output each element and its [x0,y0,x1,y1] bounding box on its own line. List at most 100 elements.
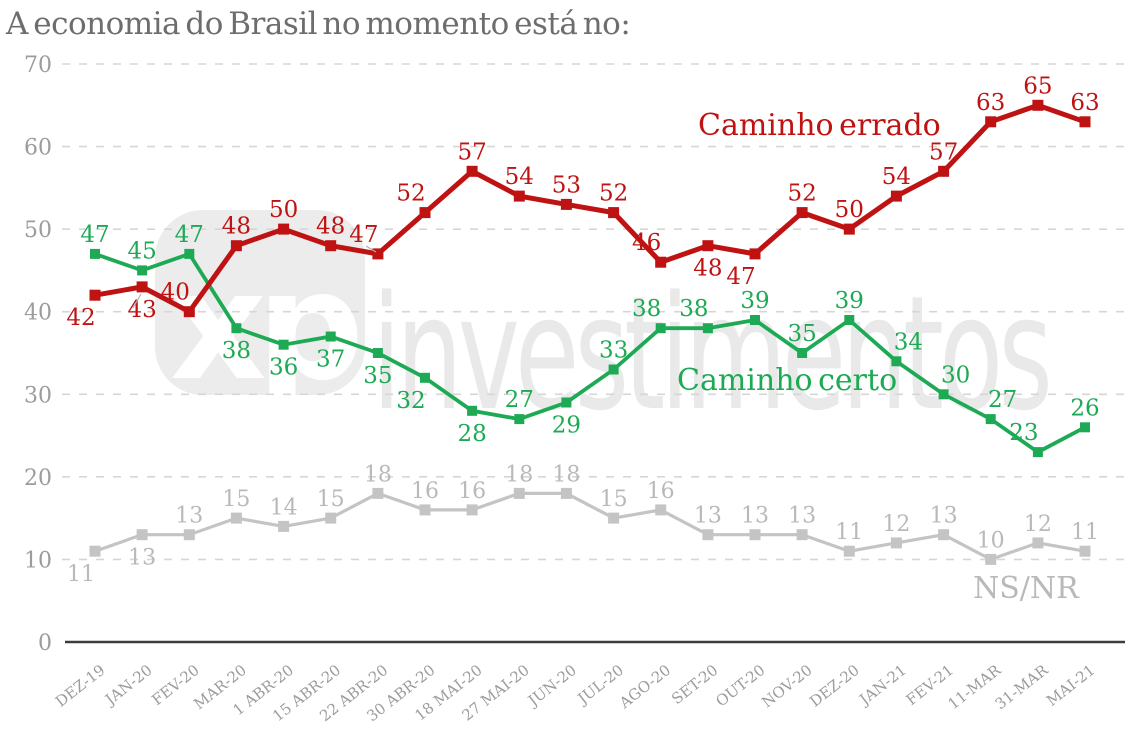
data-label-caminho-certo-0: 47 [80,222,109,248]
data-point-ns-nr-1 [136,529,148,541]
x-tick-label-jun-20: JUN-20 [523,661,580,711]
data-point-ns-nr-21 [1079,545,1091,557]
data-label-ns-nr-13: 13 [694,504,722,529]
data-point-ns-nr-7 [419,504,431,516]
data-point-caminho-certo-16 [844,315,855,325]
data-point-caminho-certo-20 [1032,447,1043,458]
data-label-caminho-certo-4: 36 [269,355,298,381]
data-point-caminho-certo-4 [278,339,289,350]
data-point-caminho-errado-16 [843,223,855,235]
data-label-caminho-certo-20: 23 [1009,420,1038,446]
data-label-caminho-certo-16: 39 [835,288,864,314]
data-point-caminho-errado-9 [513,190,525,202]
data-label-caminho-certo-9: 27 [505,387,534,413]
data-point-caminho-certo-8 [467,405,478,416]
data-point-caminho-errado-19 [985,116,997,128]
data-point-caminho-certo-17 [891,356,902,367]
data-label-caminho-certo-10: 29 [552,413,581,439]
data-point-caminho-errado-10 [560,198,572,210]
x-tick-label-mai-21: MAI-21 [1043,661,1098,710]
data-label-caminho-certo-2: 47 [175,222,204,248]
data-label-caminho-errado-16: 50 [835,197,864,223]
chart-title: A economia do Brasil no momento está no: [6,6,631,42]
label-leader-line-0 [132,293,142,309]
data-label-caminho-errado-6: 47 [349,222,378,248]
data-point-ns-nr-12 [655,504,667,516]
data-point-ns-nr-8 [466,504,478,516]
data-point-caminho-certo-10 [561,397,572,408]
data-point-ns-nr-0 [89,545,101,557]
data-point-caminho-errado-7 [419,207,431,219]
data-label-ns-nr-1: 13 [128,546,156,571]
data-point-caminho-certo-18 [938,389,949,400]
data-label-ns-nr-18: 13 [930,504,958,529]
data-point-caminho-certo-6 [372,348,383,358]
data-label-ns-nr-5: 15 [317,487,345,512]
series-line-ns-nr [94,491,1086,562]
data-point-caminho-certo-0 [90,248,100,259]
data-point-caminho-certo-12 [655,323,666,334]
watermark-xp-logo-box [155,210,365,395]
y-tick-label-0: 0 [38,631,52,656]
data-point-caminho-errado-11 [608,207,620,219]
data-label-ns-nr-16: 11 [835,520,863,545]
data-point-caminho-errado-1 [136,281,148,293]
data-point-ns-nr-2 [183,529,195,541]
data-label-ns-nr-9: 18 [505,462,533,487]
y-tick-label-20: 20 [24,466,52,491]
data-point-ns-nr-18 [938,529,950,541]
data-label-caminho-errado-5: 48 [316,214,345,240]
data-point-caminho-certo-2 [184,248,195,259]
x-tick-label-out-20: OUT-20 [712,661,768,710]
data-label-ns-nr-3: 15 [222,487,250,512]
data-point-caminho-errado-18 [938,165,950,177]
data-label-ns-nr-11: 15 [600,487,628,512]
x-tick-label-jan-21: JAN-21 [855,661,910,710]
data-point-caminho-certo-21 [1080,422,1090,433]
data-label-caminho-certo-17: 34 [894,329,923,355]
x-tick-label-nov-20: NOV-20 [758,661,815,711]
data-point-caminho-certo-13 [702,323,713,334]
data-label-caminho-errado-3: 48 [222,214,251,240]
data-label-ns-nr-10: 18 [552,462,580,487]
data-label-ns-nr-8: 16 [458,479,486,504]
data-point-caminho-errado-13 [702,240,714,252]
data-point-caminho-errado-12 [655,256,667,268]
y-tick-label-70: 70 [24,53,52,78]
series-name-label-caminho-errado: Caminho errado [698,108,941,143]
data-label-ns-nr-12: 16 [647,479,675,504]
data-label-caminho-errado-19: 63 [976,90,1005,116]
data-point-ns-nr-14 [749,529,761,541]
data-point-caminho-errado-5 [325,240,337,252]
data-point-caminho-errado-20 [1032,99,1044,111]
data-point-caminho-certo-1 [137,265,148,276]
data-label-caminho-errado-15: 52 [787,181,816,207]
x-tick-label-jan-20: JAN-20 [100,661,155,710]
data-label-caminho-certo-11: 33 [599,338,628,364]
data-point-caminho-certo-15 [797,348,808,358]
data-label-caminho-errado-8: 57 [457,139,486,165]
data-point-caminho-errado-15 [796,207,808,219]
data-point-ns-nr-5 [325,512,337,524]
data-point-caminho-errado-6 [372,248,384,260]
data-point-ns-nr-13 [702,529,714,541]
data-point-caminho-certo-5 [325,331,336,342]
data-label-caminho-errado-7: 52 [396,181,425,207]
series-line-caminho-certo [94,251,1086,455]
data-label-ns-nr-15: 13 [788,504,816,529]
data-label-caminho-errado-1: 43 [127,297,156,323]
data-point-ns-nr-11 [608,512,620,524]
data-point-caminho-errado-21 [1079,116,1091,128]
x-tick-label-31-mar: 31-MAR [992,661,1052,714]
x-tick-label-dez-19: DEZ-19 [52,661,108,711]
data-label-caminho-errado-21: 63 [1070,90,1099,116]
data-point-caminho-certo-14 [750,315,760,325]
data-label-ns-nr-0: 11 [67,562,95,587]
y-tick-label-50: 50 [24,218,52,243]
y-tick-label-30: 30 [24,383,52,408]
data-point-ns-nr-6 [372,487,384,499]
watermark-name-text: investimentos [372,262,1048,446]
data-label-ns-nr-7: 16 [411,479,439,504]
data-label-caminho-certo-15: 35 [787,321,816,347]
